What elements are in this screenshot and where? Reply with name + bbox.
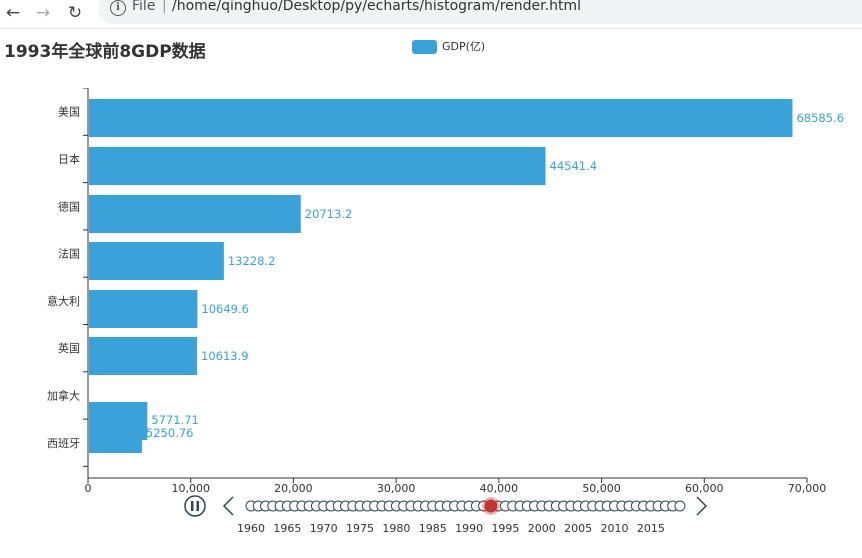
y-category-label: 美国 bbox=[58, 106, 80, 119]
y-category-label: 英国 bbox=[58, 341, 80, 355]
bar[interactable] bbox=[89, 99, 793, 137]
timeline-year-label[interactable]: 2000 bbox=[528, 522, 556, 535]
url-scheme-label: File bbox=[132, 0, 156, 14]
timeline-year-label[interactable]: 1960 bbox=[237, 522, 265, 535]
x-tick-label: 30,000 bbox=[377, 482, 416, 495]
bar[interactable] bbox=[89, 242, 224, 280]
timeline-year-label[interactable]: 2015 bbox=[637, 522, 665, 535]
x-tick-label: 20,000 bbox=[274, 482, 313, 495]
y-category-label: 法国 bbox=[58, 247, 80, 261]
y-category-label: 西班牙 bbox=[47, 437, 80, 450]
bar[interactable] bbox=[89, 290, 198, 328]
y-category-label: 意大利 bbox=[47, 294, 80, 308]
timeline-year-label[interactable]: 2010 bbox=[601, 522, 629, 535]
timeline: 1960 1965 1970 1975 1980 1985 1990 1995 2000 2005… bbox=[184, 495, 708, 535]
x-tick-label: 50,000 bbox=[582, 482, 621, 495]
bar-value-label: 68585.6 bbox=[796, 111, 844, 125]
legend-label[interactable]: GDP(亿) bbox=[442, 40, 486, 53]
y-category-label: 德国 bbox=[58, 199, 80, 213]
bar[interactable] bbox=[89, 147, 546, 185]
x-tick-label: 10,000 bbox=[171, 482, 210, 495]
bar[interactable] bbox=[89, 337, 198, 375]
bar-value-label: 10649.6 bbox=[201, 302, 249, 316]
arrow-left-icon[interactable]: ← bbox=[5, 3, 21, 23]
chart-title: 1993年全球前8GDP数据 bbox=[4, 42, 206, 62]
x-tick-label: 0 bbox=[85, 482, 92, 495]
x-tick-label: 70,000 bbox=[788, 482, 827, 495]
bar-chart: 0 10,000 20,000 30,000 40,000 50,000 60,000 70,… bbox=[47, 88, 844, 495]
timeline-year-label[interactable]: 1980 bbox=[382, 522, 410, 535]
timeline-year-label[interactable]: 1985 bbox=[419, 522, 447, 535]
timeline-year-label[interactable]: 1990 bbox=[455, 522, 483, 535]
bar-value-label: 13228.2 bbox=[228, 254, 276, 268]
bar[interactable] bbox=[89, 195, 301, 233]
bar-value-label: 5771.71 bbox=[151, 413, 199, 427]
y-category-label: 日本 bbox=[58, 152, 80, 166]
bar-value-label: 20713.2 bbox=[305, 207, 353, 221]
timeline-point[interactable] bbox=[674, 500, 686, 512]
info-icon[interactable]: i bbox=[110, 0, 126, 16]
arrow-right-icon[interactable]: → bbox=[35, 3, 51, 23]
legend-swatch[interactable] bbox=[412, 40, 437, 54]
chevron-right-icon[interactable] bbox=[696, 496, 708, 516]
timeline-current-point[interactable] bbox=[484, 499, 498, 513]
bar[interactable] bbox=[89, 415, 142, 453]
bar-value-label: 10613.9 bbox=[201, 349, 249, 363]
timeline-year-label[interactable]: 2005 bbox=[564, 522, 592, 535]
timeline-year-label[interactable]: 1970 bbox=[310, 522, 338, 535]
x-tick-label: 40,000 bbox=[480, 482, 519, 495]
url-text[interactable]: /home/qinghuo/Desktop/py/echarts/histogr… bbox=[172, 0, 581, 14]
timeline-year-label[interactable]: 1995 bbox=[491, 522, 519, 535]
y-category-label: 加拿大 bbox=[47, 388, 80, 402]
pause-icon[interactable] bbox=[184, 495, 206, 517]
browser-toolbar: ← → ↻ i File | /home/qinghuo/Desktop/py/… bbox=[0, 0, 862, 29]
address-bar[interactable] bbox=[98, 0, 862, 24]
x-tick-label: 60,000 bbox=[685, 482, 724, 495]
url-separator: | bbox=[162, 0, 167, 14]
reload-icon[interactable]: ↻ bbox=[67, 3, 83, 23]
bar-value-label: 5250.76 bbox=[146, 426, 194, 440]
timeline-year-label[interactable]: 1965 bbox=[273, 522, 301, 535]
chevron-left-icon[interactable] bbox=[222, 496, 234, 516]
bar-value-label: 44541.4 bbox=[550, 159, 598, 173]
timeline-year-label[interactable]: 1975 bbox=[346, 522, 374, 535]
